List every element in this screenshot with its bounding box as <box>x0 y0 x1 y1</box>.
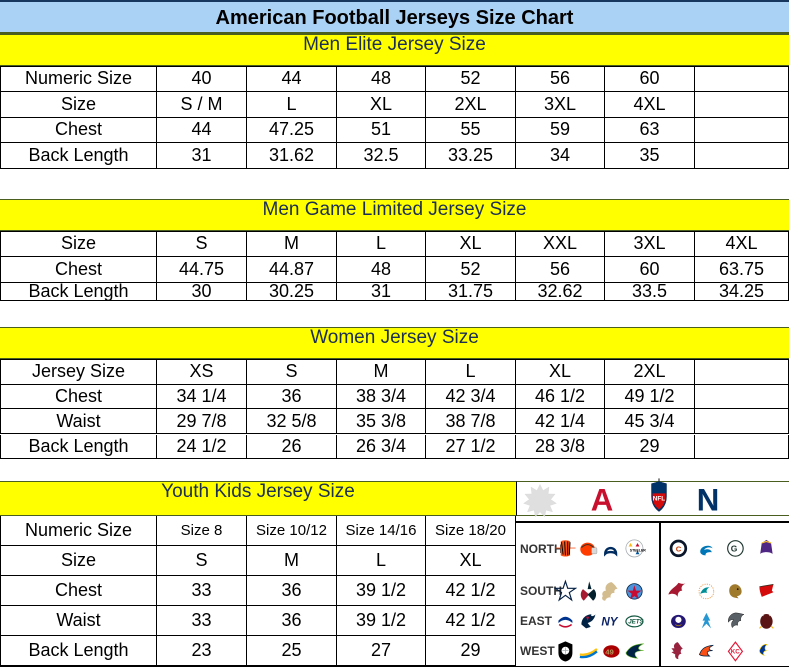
svg-text:49: 49 <box>605 647 614 656</box>
svg-text:A: A <box>591 483 614 518</box>
svg-text:N: N <box>697 483 720 518</box>
svg-text:G: G <box>730 544 737 554</box>
svg-text:STEELERS: STEELERS <box>629 549 646 553</box>
svg-text:NY: NY <box>601 615 618 628</box>
svg-text:KC: KC <box>730 648 739 655</box>
svg-text:JETS: JETS <box>628 618 644 625</box>
svg-text:NFL: NFL <box>653 495 666 502</box>
svg-text:C: C <box>675 545 681 554</box>
